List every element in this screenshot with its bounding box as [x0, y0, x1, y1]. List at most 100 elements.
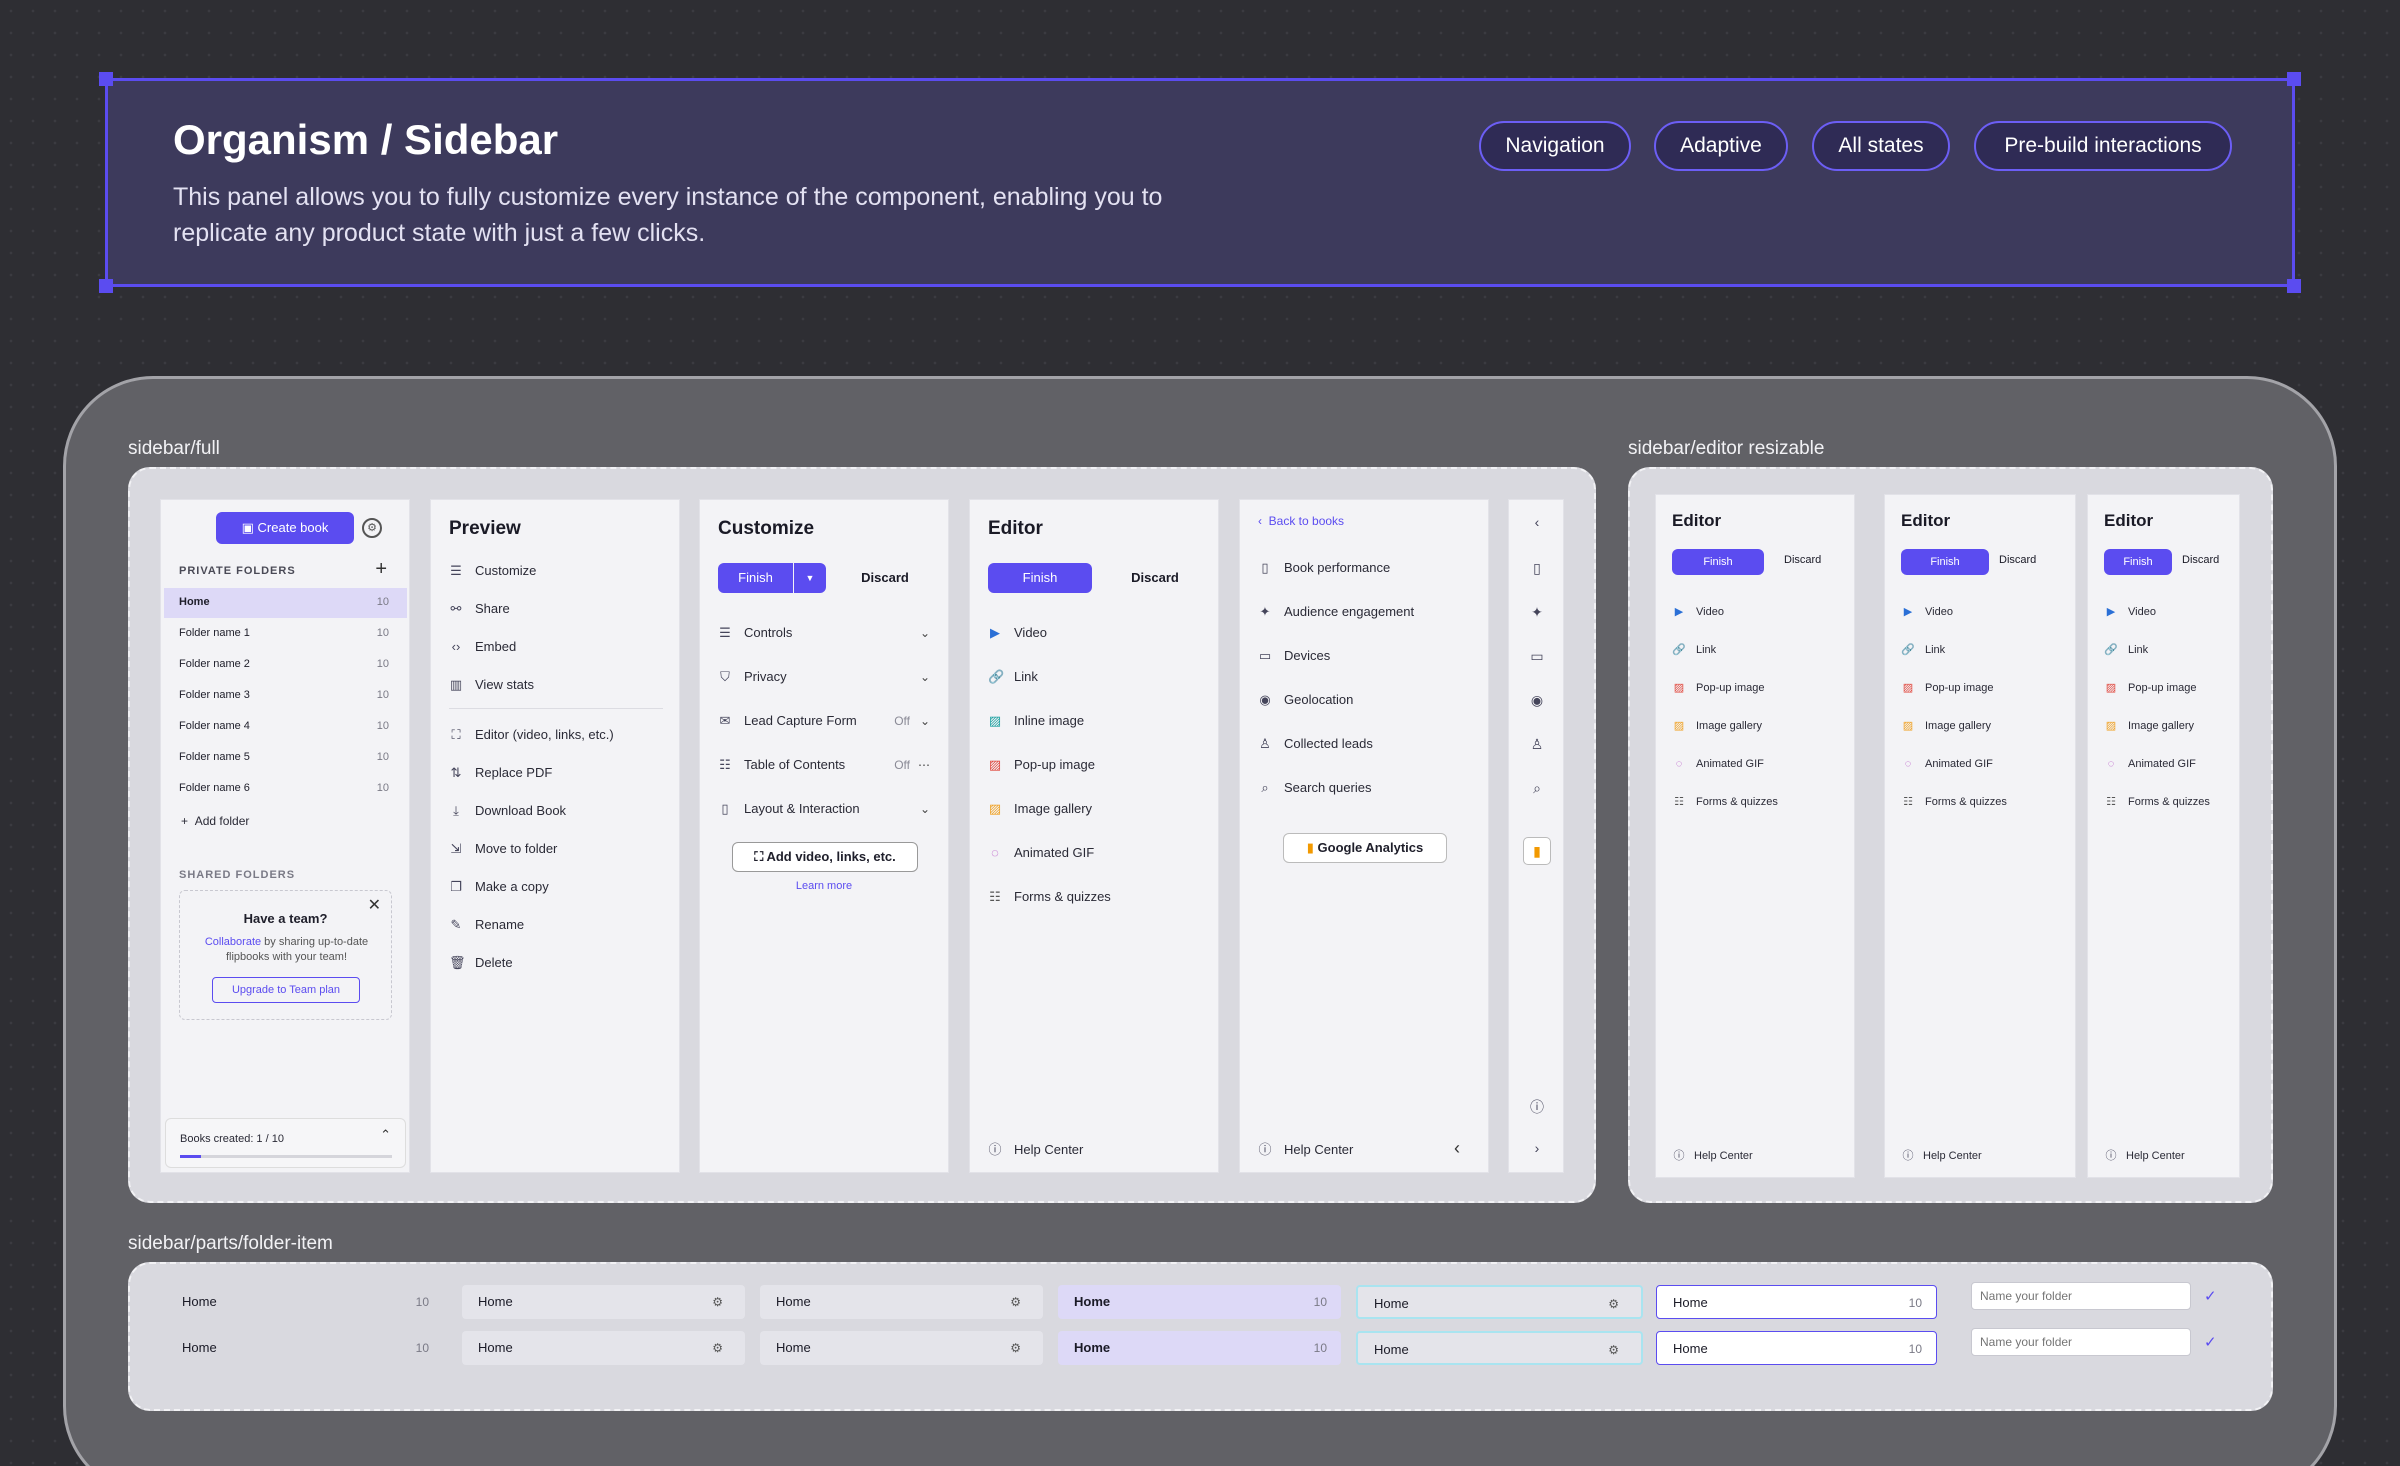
setting-item[interactable]: ▯ Layout & Interaction ⌄ [718, 801, 932, 816]
setting-item[interactable]: ⛉ Privacy ⌄ [718, 669, 932, 684]
editor-item[interactable]: ▶ Video [1672, 605, 1724, 619]
chevron-down-icon[interactable]: ⌄ [919, 625, 930, 640]
gear-icon[interactable]: ⚙ [1010, 1295, 1021, 1309]
finish-button[interactable]: Finish [718, 563, 793, 593]
menu-item[interactable]: ▥ View stats [449, 676, 535, 692]
menu-item[interactable]: ⇅ Replace PDF [450, 764, 553, 780]
engagement-icon[interactable]: ✦ [1531, 604, 1543, 620]
add-media-button[interactable]: ⛶ Add video, links, etc. [732, 842, 918, 872]
folder-item-default[interactable]: Home 10 [164, 1285, 429, 1319]
folder-item[interactable]: Home 10 [179, 596, 389, 614]
help-center-link[interactable]: ⓘ Help Center [988, 1141, 1084, 1157]
folder-item[interactable]: Folder name 3 10 [179, 689, 389, 707]
book-icon[interactable]: ▯ [1533, 560, 1541, 576]
help-center-link[interactable]: ⓘ Help Center [1673, 1150, 1753, 1162]
chevron-down-icon[interactable]: ⌄ [919, 801, 930, 816]
finish-button[interactable]: Finish [1901, 549, 1989, 575]
folder-item-hover-alt[interactable]: Home ⚙ [760, 1285, 1043, 1319]
setting-item[interactable]: ☷ Table of Contents Off ⋯ [719, 756, 930, 772]
finish-button[interactable]: Finish [1672, 549, 1764, 575]
chevron-left-icon[interactable]: ‹ [1534, 514, 1540, 530]
setting-item[interactable]: ☰ Controls ⌄ [719, 624, 930, 640]
create-book-button[interactable]: ▣ Create book [216, 512, 354, 544]
stats-item[interactable]: ◉ Geolocation [1259, 691, 1354, 707]
folder-item-selected[interactable]: Home 10 [1656, 1331, 1937, 1365]
more-icon[interactable]: ⋯ [918, 757, 930, 772]
editor-item[interactable]: 🔗 Link [988, 668, 1038, 684]
folder-item-default[interactable]: Home 10 [164, 1331, 429, 1365]
stats-item[interactable]: ▯ Book performance [1258, 560, 1390, 575]
folder-item-selected[interactable]: Home 10 [1656, 1285, 1937, 1319]
folder-item-active[interactable]: Home 10 [1058, 1331, 1341, 1365]
pin-icon[interactable]: ◉ [1530, 692, 1544, 708]
folder-item[interactable]: Folder name 2 10 [179, 658, 389, 676]
gear-icon[interactable]: ⚙ [712, 1341, 723, 1355]
menu-item[interactable]: ❐ Make a copy [450, 878, 549, 894]
discard-button[interactable]: Discard [1784, 554, 1822, 566]
discard-button[interactable]: Discard [1999, 554, 2037, 566]
stats-item[interactable]: ♙ Collected leads [1259, 735, 1373, 751]
gear-icon[interactable]: ⚙ [712, 1295, 723, 1309]
menu-item[interactable]: ☰ Customize [450, 562, 537, 578]
add-folder-button[interactable]: + Add folder [181, 814, 250, 828]
tag-navigation[interactable]: Navigation [1479, 121, 1631, 171]
google-analytics-button[interactable]: ▮ Google Analytics [1283, 833, 1447, 863]
help-icon[interactable]: ⓘ [1530, 1099, 1544, 1115]
discard-button[interactable]: Discard [2182, 554, 2220, 566]
setting-item[interactable]: ✉ Lead Capture Form Off ⌄ [719, 712, 930, 728]
folder-name-input[interactable] [1971, 1328, 2191, 1356]
editor-item[interactable]: ◌ Animated GIF [988, 845, 1094, 860]
collapse-chevron-icon[interactable]: ‹ [1454, 1138, 1460, 1158]
close-icon[interactable]: ✕ [367, 897, 381, 914]
search-icon[interactable]: ⌕ [1533, 780, 1541, 796]
menu-item[interactable]: ⤓ Download Book [449, 803, 566, 818]
check-icon[interactable]: ✓ [2204, 1334, 2217, 1351]
analytics-icon[interactable]: ▮ [1523, 837, 1551, 865]
editor-item[interactable]: ☷ Forms & quizzes [1672, 795, 1778, 809]
chevron-down-icon[interactable]: ⌄ [919, 669, 930, 684]
back-link[interactable]: ‹ Back to books [1258, 514, 1345, 528]
tag-prebuild[interactable]: Pre-build interactions [1974, 121, 2232, 171]
editor-item[interactable]: 🔗 Link [1672, 644, 1717, 656]
tag-all-states[interactable]: All states [1812, 121, 1950, 171]
editor-item[interactable]: ▶ Video [2104, 605, 2156, 619]
editor-item[interactable]: ☷ Forms & quizzes [989, 888, 1111, 904]
folder-item[interactable]: Folder name 4 10 [179, 720, 389, 738]
menu-item[interactable]: ⛶ Editor (video, links, etc.) [449, 727, 613, 742]
editor-item[interactable]: ▨ Image gallery [2105, 720, 2195, 732]
editor-item[interactable]: ▨ Image gallery [1673, 720, 1763, 732]
discard-button[interactable]: Discard [1131, 570, 1179, 585]
chevron-down-icon[interactable]: ⌄ [919, 713, 930, 728]
editor-item[interactable]: ☷ Forms & quizzes [1901, 795, 2007, 809]
folder-item-focus[interactable]: Home ⚙ [1356, 1331, 1643, 1365]
stats-item[interactable]: ✦ Audience engagement [1259, 603, 1415, 619]
menu-item[interactable]: ✎ Rename [450, 916, 525, 932]
editor-item[interactable]: ◌ Animated GIF [1901, 757, 1993, 771]
editor-item[interactable]: ◌ Animated GIF [2104, 757, 2196, 771]
discard-button[interactable]: Discard [861, 570, 909, 585]
editor-item[interactable]: ▶ Video [990, 624, 1048, 640]
folder-item-hover[interactable]: Home ⚙ [462, 1285, 745, 1319]
folder-item-focus[interactable]: Home ⚙ [1356, 1285, 1643, 1319]
stats-item[interactable]: ▭ Devices [1258, 647, 1331, 663]
folder-item[interactable]: Folder name 6 10 [179, 782, 389, 800]
editor-item[interactable]: ◌ Animated GIF [1672, 757, 1764, 771]
tag-adaptive[interactable]: Adaptive [1654, 121, 1788, 171]
gear-icon[interactable]: ⚙ [1010, 1341, 1021, 1355]
editor-item[interactable]: ▨ Pop-up image [2105, 682, 2197, 694]
menu-item[interactable]: 🗑 Delete [449, 954, 513, 970]
monitor-icon[interactable]: ▭ [1530, 648, 1544, 664]
menu-item[interactable]: ‹› Embed [449, 639, 517, 654]
learn-more-link[interactable]: Learn more [795, 880, 853, 892]
editor-item[interactable]: ▨ Inline image [988, 712, 1085, 728]
chevron-right-icon[interactable]: › [1534, 1140, 1540, 1156]
help-center-link[interactable]: ⓘ Help Center [1902, 1150, 1982, 1162]
menu-item[interactable]: ⇲ Move to folder [450, 840, 558, 856]
editor-item[interactable]: 🔗 Link [2104, 644, 2149, 656]
chevron-up-icon[interactable]: ⌃ [380, 1127, 391, 1142]
user-icon[interactable]: ♙ [1530, 736, 1544, 752]
editor-item[interactable]: ▨ Image gallery [988, 800, 1093, 816]
editor-item[interactable]: ▨ Pop-up image [988, 756, 1095, 772]
editor-item[interactable]: 🔗 Link [1901, 644, 1946, 656]
collaborate-link[interactable]: Collaborate [204, 936, 262, 948]
